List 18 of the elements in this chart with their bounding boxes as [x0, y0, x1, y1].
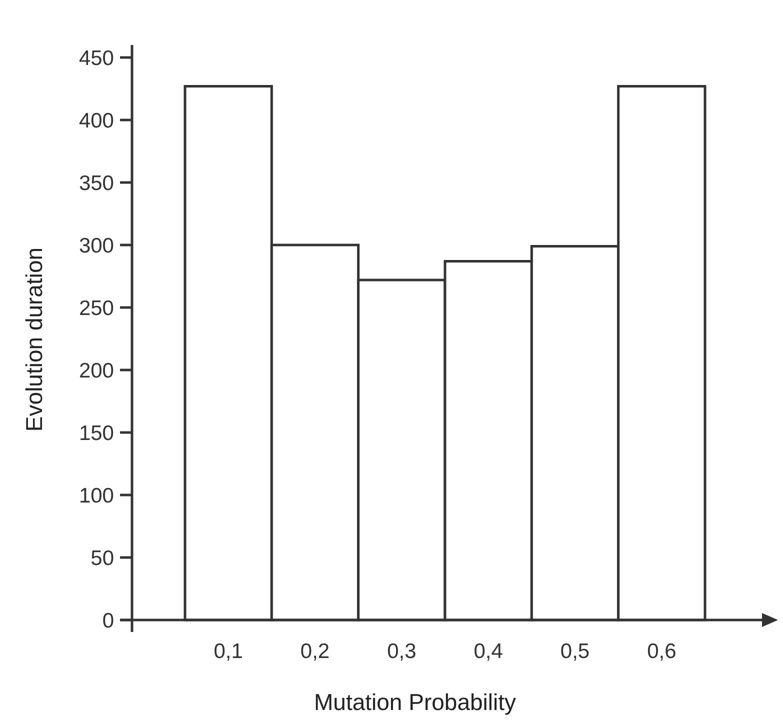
y-tick-label: 350	[78, 172, 114, 195]
x-axis-title: Mutation Probability	[314, 689, 516, 715]
y-tick-label: 400	[78, 109, 114, 132]
x-tick-label: 0,4	[474, 640, 504, 663]
y-tick-label: 150	[78, 422, 114, 445]
y-tick-label: 50	[90, 546, 114, 570]
y-tick-label: 0	[102, 609, 114, 632]
x-tick-label: 0,6	[647, 640, 676, 663]
y-tick-label: 450	[78, 46, 114, 70]
y-tick-label: 250	[78, 296, 114, 320]
x-tick-label: 0,1	[214, 640, 243, 663]
x-tick-label: 0,5	[560, 640, 590, 663]
y-tick-label: 300	[78, 234, 114, 258]
y-tick-label: 100	[78, 484, 114, 508]
x-tick-label: 0,2	[300, 640, 330, 663]
x-tick-label: 0,3	[387, 640, 416, 663]
y-axis-title: Evolution duration	[21, 247, 47, 432]
y-tick-label: 200	[78, 359, 114, 382]
